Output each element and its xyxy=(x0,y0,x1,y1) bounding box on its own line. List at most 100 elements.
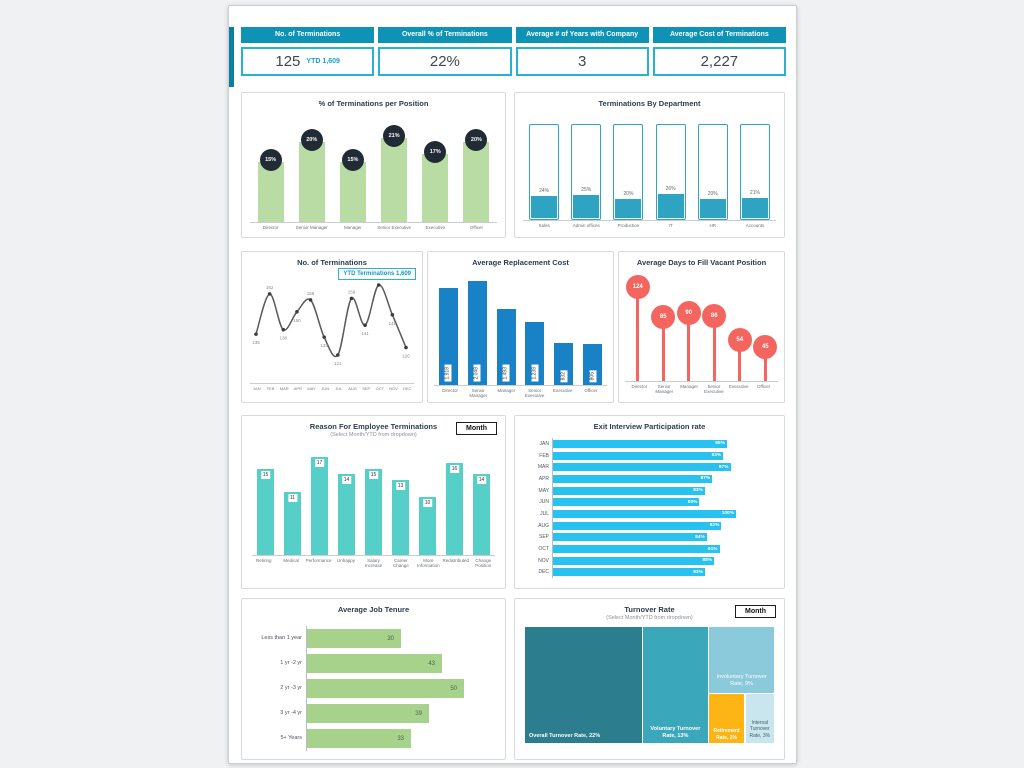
month-label: NOV xyxy=(389,386,398,391)
data-point-label: 138 xyxy=(280,336,288,341)
kpi-value-box: 3 xyxy=(515,47,649,76)
chart-no-of-terminations: 135162138150158133121159141168148126JANF… xyxy=(242,269,422,391)
category-label: Career Change xyxy=(393,558,409,569)
plot-area: 1,918 2,048 1,493 1,238 832 805 xyxy=(434,273,607,386)
category-label: Senior Executive xyxy=(377,225,411,230)
lollipop-slot: 45 xyxy=(753,275,779,381)
hbar-row: JAN 95% xyxy=(523,438,736,450)
plot-area: 124 85 90 86 54 45 xyxy=(625,275,778,382)
data-point-label: 133 xyxy=(320,343,328,348)
month-label: JAN xyxy=(539,440,549,447)
hbar-row: 5+ Years 33 xyxy=(252,726,465,751)
kpi-value-box: 125 YTD 1,609 xyxy=(241,47,375,76)
bar-track: 43 xyxy=(306,651,465,676)
kpi-value: 3 xyxy=(577,53,587,70)
hbar-row: SEP 84% xyxy=(523,531,736,544)
month-label: JUL xyxy=(335,386,343,391)
chart-title: % of Terminations per Position xyxy=(318,99,429,108)
month-label: JUL xyxy=(540,510,549,517)
month-label: NOV xyxy=(538,557,549,564)
category-label: Senior Manager xyxy=(295,225,328,230)
treemap-label: Retirement Rate, 2% xyxy=(713,728,740,741)
tenure-bar: 39 xyxy=(307,704,429,723)
bar-track: 33 xyxy=(306,726,465,751)
bar-slot: 13 xyxy=(387,443,414,555)
category-label: More Information xyxy=(417,558,440,569)
participation-bar: 83% xyxy=(553,568,705,577)
panel-average-days-to-fill: Average Days to Fill Vacant Position 124… xyxy=(618,251,785,403)
chart-average-replacement-cost: 1,918 2,048 1,493 1,238 832 805 Director Senior… xyxy=(428,273,613,399)
kpi-row: No. of Terminations 125 YTD 1,609 Overal… xyxy=(241,27,786,76)
month-label: SEP xyxy=(538,534,549,541)
category-label: Salary Increase xyxy=(364,558,383,569)
bar-slot: 832 xyxy=(549,273,578,385)
lollipop-stem xyxy=(738,340,742,381)
month-label: OCT xyxy=(538,546,549,553)
bar-track: 100% xyxy=(552,508,736,520)
chart-turnover-rate: Overall Turnover Rate, 22% Voluntary Turn… xyxy=(515,627,784,743)
bar-slot: 26% xyxy=(650,116,692,220)
lollipop-bubble: 54 xyxy=(727,328,752,352)
position-bar xyxy=(422,154,449,222)
tenure-label: 2 yr -3 yr xyxy=(280,685,302,692)
tenure-label: 1 yr -2 yr xyxy=(280,660,302,667)
kpi-card-avg-years: Average # of Years with Company 3 xyxy=(515,27,649,76)
participation-bar: 80% xyxy=(553,498,700,507)
month-selector-button[interactable]: Month xyxy=(456,422,497,435)
tenure-label: Less than 1 year xyxy=(261,635,302,642)
lollipop-bubble: 85 xyxy=(651,305,676,329)
cost-bar: 1,918 xyxy=(438,288,458,385)
value-label: 97% xyxy=(718,464,729,470)
bar-slot: 17% xyxy=(415,118,456,222)
reason-bar: 13 xyxy=(392,480,409,555)
kpi-title: No. of Terminations xyxy=(241,27,375,43)
value-label: 15 xyxy=(368,471,379,479)
cost-bar: 805 xyxy=(583,344,603,385)
value-label: 25% xyxy=(581,187,592,193)
category-label: Senior Manager xyxy=(655,384,674,395)
month-selector-button[interactable]: Month xyxy=(735,605,776,618)
data-point xyxy=(308,298,313,302)
bar-track: 83% xyxy=(552,566,736,579)
bar-slot: 20% xyxy=(456,118,497,222)
terminations-trend-line xyxy=(255,284,407,358)
lollipop-bubble: 90 xyxy=(676,301,701,325)
bar-slot: 15% xyxy=(250,118,291,222)
position-bar xyxy=(381,138,408,222)
cost-bar: 2,048 xyxy=(467,281,487,385)
chart-title: Terminations By Department xyxy=(598,99,701,108)
department-bar-outline: 24% xyxy=(529,124,560,220)
data-point-label: 159 xyxy=(348,289,356,294)
bar-slot: 15 xyxy=(252,443,279,555)
hbar-row: JUN 80% xyxy=(523,496,736,509)
value-label: 24% xyxy=(539,188,550,194)
bar-slot: 15% xyxy=(332,118,373,222)
hbar-row: Less than 1 year 30 xyxy=(252,626,465,651)
participation-bar: 93% xyxy=(553,451,724,460)
treemap-block: Overall Turnover Rate, 22% xyxy=(525,627,642,743)
kpi-value-box: 22% xyxy=(378,47,512,76)
bar-slot: 15 xyxy=(360,443,387,555)
ytd-terminations-badge: YTD Terminations 1,609 xyxy=(338,268,416,280)
hbar-row: JUL 100% xyxy=(523,508,736,520)
value-label: 805 xyxy=(589,369,597,382)
hbar-row: NOV 88% xyxy=(523,554,736,567)
data-point xyxy=(322,335,326,339)
kpi-title: Overall % of Terminations xyxy=(378,27,512,43)
value-label: 95% xyxy=(715,441,725,447)
plot-area: 24% 25% 20% 26% 20% 21% xyxy=(523,116,776,221)
bar-slot: 2,048 xyxy=(463,273,492,385)
treemap: Overall Turnover Rate, 22% Voluntary Turn… xyxy=(525,627,774,743)
bar-slot: 20% xyxy=(692,116,734,220)
lollipop-bubble: 45 xyxy=(753,335,778,359)
kpi-card-avg-cost: Average Cost of Terminations 2,227 xyxy=(652,27,786,76)
category-label: Senior Executive xyxy=(704,384,724,395)
panel-terminations-per-position: % of Terminations per Position 15% 20% 15%… xyxy=(241,92,506,238)
category-label: Director xyxy=(631,384,648,389)
reason-bar: 14 xyxy=(473,474,490,555)
bar-slot: 1,493 xyxy=(492,273,521,385)
value-label: 16 xyxy=(449,465,460,473)
category-label: Senior Executive xyxy=(524,388,545,399)
tenure-bar: 50 xyxy=(307,679,464,698)
category-label: Senior Manager xyxy=(469,388,488,399)
